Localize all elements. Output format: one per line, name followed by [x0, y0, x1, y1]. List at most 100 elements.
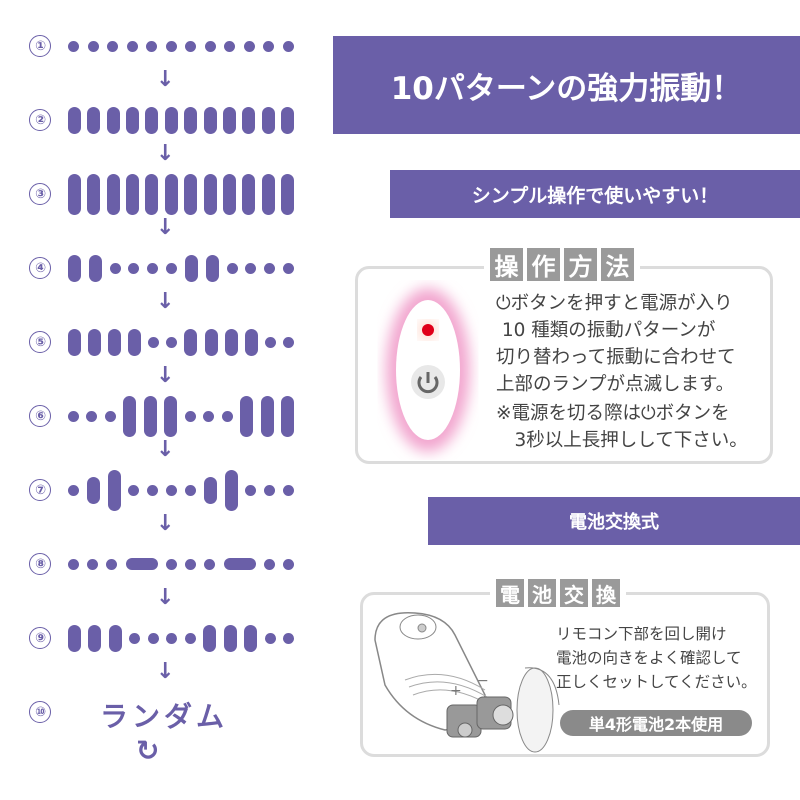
- strong-pulse: [280, 395, 294, 437]
- pattern-number: ②: [29, 109, 51, 131]
- dot-pulse: [184, 632, 196, 644]
- strong-pulse: [260, 395, 274, 437]
- dot-pulse: [87, 40, 99, 52]
- title-char: 交: [560, 579, 588, 607]
- dot-pulse: [204, 40, 216, 52]
- strong-pulse: [145, 173, 159, 215]
- dot-pulse: [109, 262, 121, 274]
- dot-pulse: [166, 262, 178, 274]
- medium-pulse: [184, 328, 198, 356]
- arrow-down-icon: ↓: [156, 141, 175, 166]
- lamp-icon: [422, 324, 434, 336]
- arrow-down-icon: ↓: [156, 437, 175, 462]
- medium-pulse: [68, 254, 81, 282]
- dot-pulse: [147, 484, 159, 496]
- strong-pulse: [126, 173, 140, 215]
- pattern-number: ①: [29, 35, 51, 57]
- dot-pulse: [165, 40, 177, 52]
- headline-banner: 10パターンの強力振動！: [333, 36, 800, 134]
- medium-pulse: [108, 624, 122, 652]
- dot-pulse: [204, 558, 216, 570]
- dot-pulse: [282, 262, 294, 274]
- dot-pulse: [68, 484, 79, 496]
- dot-pulse: [282, 558, 294, 570]
- pattern-row: [68, 172, 294, 216]
- strong-pulse: [240, 395, 254, 437]
- title-char: 電: [496, 579, 524, 607]
- strong-pulse: [222, 173, 236, 215]
- operation-title: 操 作 方 法: [484, 248, 640, 281]
- random-pattern-label: ランダム: [100, 700, 229, 733]
- pattern-number: ⑥: [29, 405, 51, 427]
- medium-pulse: [164, 106, 178, 134]
- strong-pulse: [106, 173, 120, 215]
- arrow-down-icon: ↓: [156, 585, 175, 610]
- strong-pulse: [203, 173, 217, 215]
- medium-pulse: [244, 624, 258, 652]
- dot-pulse: [224, 40, 236, 52]
- strong-pulse: [164, 173, 178, 215]
- dot-pulse: [185, 558, 197, 570]
- pattern-row: [68, 98, 294, 142]
- medium-pulse: [68, 624, 81, 652]
- dot-pulse: [282, 632, 294, 644]
- pattern-row: [68, 616, 294, 660]
- dot-pulse: [107, 40, 119, 52]
- pattern-row: [68, 394, 294, 438]
- dot-pulse: [282, 40, 294, 52]
- headline: 10パターンの強力振動！: [390, 70, 743, 107]
- arrow-down-icon: ↓: [156, 67, 175, 92]
- battery-banner: 電池交換式: [428, 497, 800, 545]
- medium-pulse: [68, 106, 81, 134]
- dot-pulse: [166, 484, 178, 496]
- strong-pulse: [68, 173, 81, 215]
- medium-pulse: [86, 476, 100, 504]
- medium-pulse: [205, 254, 219, 282]
- medium-pulse: [184, 106, 198, 134]
- medium-pulse: [88, 328, 102, 356]
- battery-type-badge: 単4形電池2本使用: [560, 710, 752, 736]
- dot-pulse: [147, 632, 159, 644]
- medium-pulse: [126, 106, 140, 134]
- medium-pulse: [223, 624, 237, 652]
- medium-pulse: [106, 106, 120, 134]
- dot-pulse: [147, 262, 159, 274]
- medium-pulse: [203, 106, 217, 134]
- medium-pulse: [108, 328, 122, 356]
- svg-text:−: −: [477, 673, 489, 689]
- remote-illustration: [386, 288, 470, 452]
- medium-pulse: [87, 106, 101, 134]
- medium-pulse: [88, 254, 102, 282]
- pattern-number: ⑤: [29, 331, 51, 353]
- strong-pulse: [123, 395, 137, 437]
- loop-icon: ↻: [136, 734, 160, 767]
- title-char: 操: [490, 248, 523, 281]
- dot-pulse: [263, 40, 275, 52]
- dot-pulse: [106, 558, 118, 570]
- dot-pulse: [282, 484, 294, 496]
- pattern-number: ⑦: [29, 479, 51, 501]
- strong-pulse: [107, 469, 121, 511]
- dot-pulse: [282, 336, 294, 348]
- medium-pulse: [222, 106, 236, 134]
- dot-pulse: [104, 410, 116, 422]
- pattern-number: ⑩: [29, 701, 51, 723]
- dot-pulse: [185, 40, 197, 52]
- title-char: 作: [527, 248, 560, 281]
- dot-pulse: [226, 262, 238, 274]
- title-char: 方: [564, 248, 597, 281]
- dot-pulse: [146, 40, 158, 52]
- svg-text:+: +: [450, 683, 462, 699]
- pattern-row: [68, 246, 294, 290]
- strong-pulse: [184, 173, 198, 215]
- medium-pulse: [242, 106, 256, 134]
- long-pulse: [223, 558, 256, 570]
- medium-pulse: [88, 624, 102, 652]
- battery-instructions: リモコン下部を回し開け 電池の向きをよく確認して 正しくセットしてください。: [556, 625, 757, 691]
- arrow-down-icon: ↓: [156, 363, 175, 388]
- dot-pulse: [203, 410, 215, 422]
- dot-pulse: [245, 484, 257, 496]
- pattern-number: ⑨: [29, 627, 51, 649]
- strong-pulse: [261, 173, 275, 215]
- battery-title: 電 池 交 換: [490, 579, 626, 607]
